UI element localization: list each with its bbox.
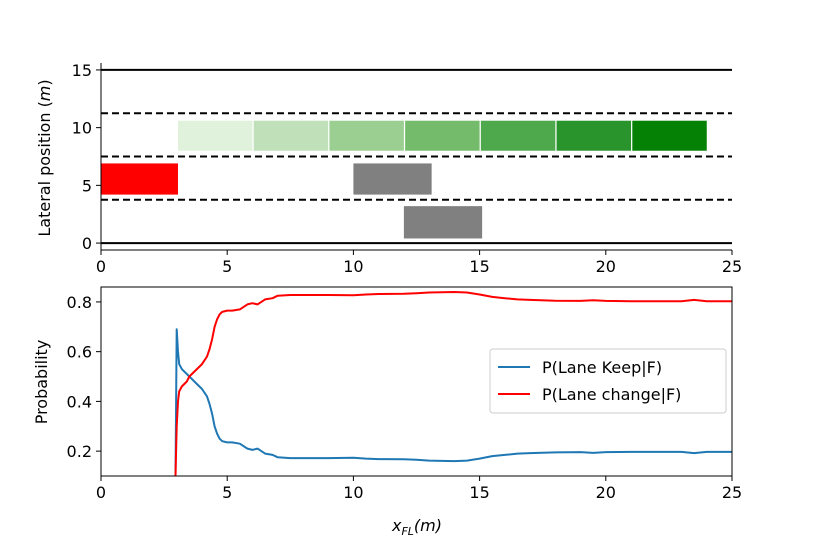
x-tick-label: 15: [469, 257, 489, 276]
series-line: [174, 291, 732, 477]
y-tick-label: 15: [72, 61, 92, 80]
y-tick-label: 0: [82, 234, 92, 253]
x-tick-label: 5: [222, 257, 232, 276]
y-tick-label: 5: [82, 176, 92, 195]
legend: P(Lane Keep|F) P(Lane change|F): [489, 348, 727, 414]
lane-lines: [101, 68, 732, 245]
x-tick-label: 25: [722, 257, 742, 276]
x-tick-label: 5: [222, 483, 232, 502]
x-axis-label: xFL(m): [391, 516, 442, 538]
plot-frame: [100, 286, 733, 477]
y-tick-label: 10: [72, 119, 92, 138]
y-axis-label: Probability: [32, 340, 51, 425]
y-tick-label: 0.4: [67, 392, 92, 411]
x-tick-label: 10: [343, 257, 363, 276]
x-ticks: 0 5 10 15 20 25: [96, 250, 742, 276]
y-tick-label: 0.8: [67, 293, 92, 312]
x-tick-label: 0: [96, 483, 106, 502]
trajectory-box: [405, 120, 480, 151]
x-tick-label: 20: [596, 483, 616, 502]
y-ticks: 0.2 0.4 0.6 0.8: [67, 293, 101, 461]
y-tick-label: 0.6: [67, 343, 92, 362]
lane-scene-plot: 0 5 10 15 20 25 0 5 10 15 Lateral position (m): [35, 61, 742, 276]
probability-plot: 0 5 10 15 20 25 0.2 0.4 0.6 0.8 Probability xFL(…: [32, 286, 742, 538]
legend-label: P(Lane Keep|F): [542, 358, 662, 377]
vehicle-ego: [101, 163, 178, 195]
y-ticks: 0 5 10 15: [72, 61, 101, 253]
y-axis-label: Lateral position (m): [35, 79, 54, 236]
x-tick-label: 10: [343, 483, 363, 502]
legend-label: P(Lane change|F): [542, 385, 681, 404]
trajectory-box: [329, 120, 404, 151]
vehicles: [101, 163, 483, 239]
trajectory-box: [556, 120, 632, 151]
series-line: [174, 328, 732, 477]
x-tick-label: 15: [469, 483, 489, 502]
trajectory-box: [177, 120, 253, 151]
vehicle-obstacle-1: [353, 163, 432, 195]
x-ticks: 0 5 10 15 20 25: [96, 476, 742, 502]
probability-series: [174, 291, 732, 477]
y-tick-label: 0.2: [67, 442, 92, 461]
x-tick-label: 25: [722, 483, 742, 502]
legend-box: [489, 348, 727, 414]
vehicle-obstacle-2: [403, 206, 483, 239]
trajectory-boxes: [177, 120, 707, 151]
x-tick-label: 0: [96, 257, 106, 276]
trajectory-box: [632, 120, 707, 151]
x-tick-label: 20: [596, 257, 616, 276]
trajectory-box: [480, 120, 556, 151]
trajectory-box: [253, 120, 329, 151]
